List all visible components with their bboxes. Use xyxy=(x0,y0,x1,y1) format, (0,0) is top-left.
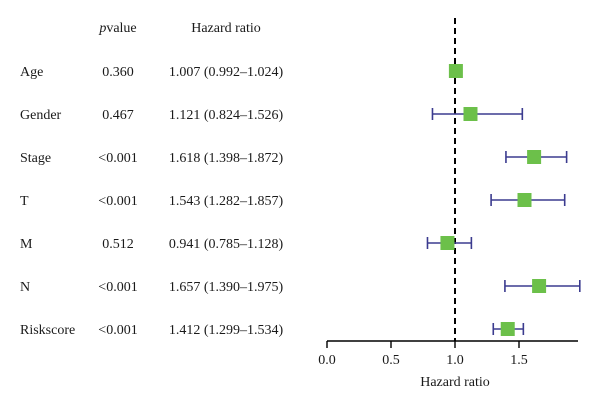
row-hr-text-stage: 1.618 (1.398–1.872) xyxy=(169,151,284,166)
hr-marker-t xyxy=(517,193,532,207)
row-hr-text-t: 1.543 (1.282–1.857) xyxy=(169,194,284,209)
hr-marker-age xyxy=(448,64,463,78)
x-axis-title: Hazard ratio xyxy=(420,375,490,390)
pvalue-column-header: pvalue xyxy=(98,21,136,36)
row-pvalue-age: 0.360 xyxy=(102,65,134,80)
hr-marker-m xyxy=(440,236,455,250)
row-hr-text-riskscore: 1.412 (1.299–1.534) xyxy=(169,323,284,338)
row-label-age: Age xyxy=(20,65,43,80)
row-hr-text-gender: 1.121 (0.824–1.526) xyxy=(169,108,284,123)
row-label-gender: Gender xyxy=(20,108,62,123)
row-label-m: M xyxy=(20,237,33,252)
row-label-riskscore: Riskscore xyxy=(20,323,75,338)
x-axis: 0.0 0.5 1.0 1.5 Hazard ratio xyxy=(318,340,578,390)
row-hr-text-n: 1.657 (1.390–1.975) xyxy=(169,280,284,295)
row-pvalue-m: 0.512 xyxy=(102,237,134,252)
hazard-ratio-column-header: Hazard ratio xyxy=(191,21,261,36)
row-label-n: N xyxy=(20,280,30,295)
row-pvalue-n: <0.001 xyxy=(98,280,137,295)
row-hr-text-m: 0.941 (0.785–1.128) xyxy=(169,237,284,252)
row-pvalue-riskscore: <0.001 xyxy=(98,323,137,338)
row-pvalue-stage: <0.001 xyxy=(98,151,137,166)
row-hr-text-age: 1.007 (0.992–1.024) xyxy=(169,65,284,80)
hr-marker-gender xyxy=(463,107,478,121)
row-pvalue-gender: 0.467 xyxy=(102,108,134,123)
x-tick-label-0.0: 0.0 xyxy=(318,353,336,368)
plot-area xyxy=(426,18,581,341)
hr-marker-n xyxy=(532,279,547,293)
row-pvalue-t: <0.001 xyxy=(98,194,137,209)
hr-marker-riskscore xyxy=(500,322,515,336)
x-tick-label-1.0: 1.0 xyxy=(446,353,464,368)
hr-marker-stage xyxy=(527,150,542,164)
x-tick-label-1.5: 1.5 xyxy=(510,353,528,368)
x-tick-label-0.5: 0.5 xyxy=(382,353,400,368)
rows-layer: Age 0.360 1.007 (0.992–1.024) Gender 0.467 1.… xyxy=(20,65,283,338)
row-label-stage: Stage xyxy=(20,151,51,166)
row-label-t: T xyxy=(20,194,29,209)
